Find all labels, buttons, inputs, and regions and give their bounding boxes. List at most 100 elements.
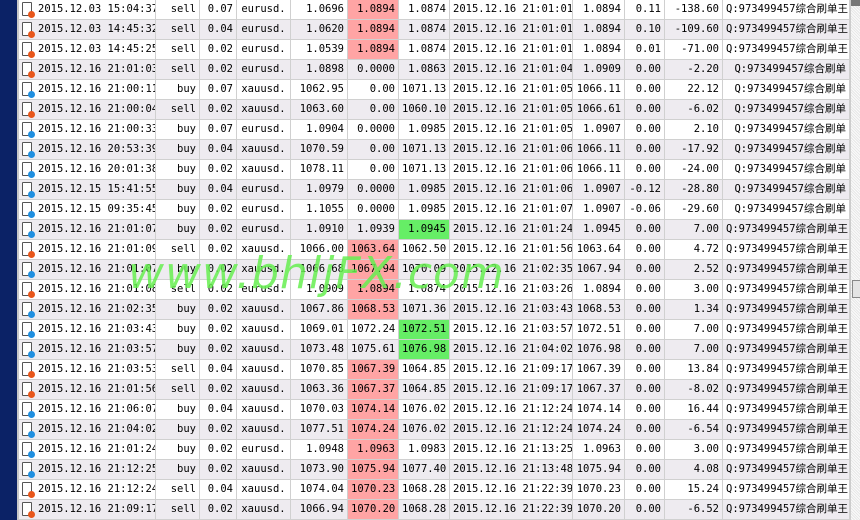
table-row[interactable]: 2015.12.16 21:01:09 sell 0.02 xauusd. 1066.0…	[19, 240, 850, 260]
cell-comment: Q:973499457综合刷单王	[723, 240, 850, 259]
sell-order-icon	[22, 502, 35, 518]
scrollbar-thumb[interactable]	[852, 280, 860, 298]
cell-sl: 0.0000	[348, 200, 399, 219]
cell-symbol: eurusd.	[237, 220, 291, 239]
cell-open-time: 2015.12.16 21:09:17	[19, 500, 156, 519]
cell-commission: 0.00	[625, 320, 665, 339]
table-row[interactable]: 2015.12.16 21:01:56 sell 0.02 xauusd. 1063.3…	[19, 380, 850, 400]
cell-profit: -6.52	[665, 500, 723, 519]
cell-sl: 0.00	[348, 100, 399, 119]
table-row[interactable]: 2015.12.16 21:03:43 buy 0.02 xauusd. 1069.01…	[19, 320, 850, 340]
cell-commission: 0.00	[625, 400, 665, 419]
vertical-scrollbar[interactable]	[850, 0, 860, 520]
table-row[interactable]: 2015.12.16 21:00:11 buy 0.07 xauusd. 1062.95…	[19, 80, 850, 100]
table-row[interactable]: 2015.12.16 21:03:57 buy 0.02 xauusd. 1073.48…	[19, 340, 850, 360]
table-row[interactable]: 2015.12.16 21:01:03 sell 0.02 eurusd. 1.0898…	[19, 60, 850, 80]
order-type-dot-icon	[28, 371, 35, 378]
table-row[interactable]: 2015.12.16 21:01:07 buy 0.02 xauusd. 1066.68…	[19, 260, 850, 280]
cell-price: 1.0539	[291, 40, 348, 59]
buy-order-icon	[22, 342, 35, 358]
cell-profit: 4.72	[665, 240, 723, 259]
table-row[interactable]: 2015.12.03 14:45:32 sell 0.04 eurusd. 1.0620…	[19, 20, 850, 40]
table-row[interactable]: 2015.12.16 20:01:38 buy 0.02 xauusd. 1078.11…	[19, 160, 850, 180]
table-row[interactable]: 2015.12.16 21:09:17 sell 0.02 xauusd. 1066.9…	[19, 500, 850, 520]
cell-profit: -109.60	[665, 20, 723, 39]
order-type-dot-icon	[28, 91, 35, 98]
cell-close-price: 1.0894	[573, 40, 625, 59]
cell-lots: 0.02	[200, 300, 237, 319]
table-row[interactable]: 2015.12.16 21:03:53 sell 0.04 xauusd. 1070.8…	[19, 360, 850, 380]
table-row[interactable]: 2015.12.16 21:12:25 buy 0.02 xauusd. 1073.90…	[19, 460, 850, 480]
table-row[interactable]: 2015.12.16 21:06:07 buy 0.04 xauusd. 1070.03…	[19, 400, 850, 420]
table-row[interactable]: 2015.12.16 21:12:24 sell 0.04 xauusd. 1074.0…	[19, 480, 850, 500]
cell-symbol: xauusd.	[237, 260, 291, 279]
order-type-dot-icon	[28, 411, 35, 418]
cell-close-price: 1.0945	[573, 220, 625, 239]
cell-profit: 2.52	[665, 260, 723, 279]
cell-comment: Q:973499457综合刷单	[723, 140, 850, 159]
cell-close-price: 1074.14	[573, 400, 625, 419]
cell-open-time: 2015.12.15 15:41:55	[19, 180, 156, 199]
table-row[interactable]: 2015.12.16 20:53:39 buy 0.04 xauusd. 1070.59…	[19, 140, 850, 160]
cell-open-time: 2015.12.16 21:02:35	[19, 300, 156, 319]
buy-order-icon	[22, 182, 35, 198]
cell-type: buy	[156, 140, 200, 159]
table-row[interactable]: 2015.12.16 21:01:08 sell 0.02 eurusd. 1.0909…	[19, 280, 850, 300]
cell-tp: 1.0985	[399, 120, 450, 139]
cell-lots: 0.04	[200, 180, 237, 199]
table-row[interactable]: 2015.12.16 21:01:24 buy 0.02 eurusd. 1.0948 1…	[19, 440, 850, 460]
order-type-dot-icon	[28, 351, 35, 358]
order-type-dot-icon	[28, 311, 35, 318]
cell-comment: Q:973499457综合刷单王	[723, 40, 850, 59]
table-row[interactable]: 2015.12.16 21:02:35 buy 0.02 xauusd. 1067.86…	[19, 300, 850, 320]
cell-price: 1074.04	[291, 480, 348, 499]
table-row[interactable]: 2015.12.15 15:41:55 buy 0.04 eurusd. 1.0979 0…	[19, 180, 850, 200]
cell-comment: Q:973499457综合刷单	[723, 120, 850, 139]
cell-open-time: 2015.12.16 20:53:39	[19, 140, 156, 159]
cell-lots: 0.04	[200, 140, 237, 159]
cell-commission: 0.01	[625, 40, 665, 59]
cell-sl: 1.0894	[348, 20, 399, 39]
cell-type: buy	[156, 200, 200, 219]
table-row[interactable]: 2015.12.16 21:00:33 buy 0.07 eurusd. 1.0904 0…	[19, 120, 850, 140]
cell-sl: 0.0000	[348, 180, 399, 199]
cell-price: 1.0696	[291, 0, 348, 19]
cell-type: sell	[156, 240, 200, 259]
order-type-dot-icon	[28, 71, 35, 78]
cell-close-price: 1063.64	[573, 240, 625, 259]
cell-close-price: 1068.53	[573, 300, 625, 319]
table-row[interactable]: 2015.12.15 09:35:45 buy 0.02 eurusd. 1.1055 0…	[19, 200, 850, 220]
cell-tp: 1072.51	[399, 320, 450, 339]
cell-type: buy	[156, 440, 200, 459]
cell-close-time: 2015.12.16 21:01:56	[450, 240, 573, 259]
buy-order-icon	[22, 302, 35, 318]
cell-comment: Q:973499457综合刷单王	[723, 460, 850, 479]
cell-price: 1066.94	[291, 500, 348, 519]
order-type-dot-icon	[28, 511, 35, 518]
cell-close-time: 2015.12.16 21:04:02	[450, 340, 573, 359]
cell-type: buy	[156, 320, 200, 339]
cell-sl: 1067.39	[348, 360, 399, 379]
table-row[interactable]: 2015.12.16 21:01:07 buy 0.02 eurusd. 1.0910 1…	[19, 220, 850, 240]
table-row[interactable]: 2015.12.03 14:45:25 sell 0.02 eurusd. 1.0539…	[19, 40, 850, 60]
cell-comment: Q:973499457综合刷单王	[723, 500, 850, 519]
cell-price: 1.0909	[291, 280, 348, 299]
buy-order-icon	[22, 122, 35, 138]
cell-sl: 0.00	[348, 80, 399, 99]
cell-symbol: xauusd.	[237, 340, 291, 359]
table-row[interactable]: 2015.12.16 21:04:02 buy 0.02 xauusd. 1077.51…	[19, 420, 850, 440]
cell-lots: 0.02	[200, 280, 237, 299]
cell-sl: 1.0894	[348, 40, 399, 59]
sell-order-icon	[22, 382, 35, 398]
cell-open-time: 2015.12.16 21:01:56	[19, 380, 156, 399]
table-row[interactable]: 2015.12.03 15:04:37 sell 0.07 eurusd. 1.0696…	[19, 0, 850, 20]
cell-commission: 0.00	[625, 480, 665, 499]
cell-close-time: 2015.12.16 21:01:05	[450, 120, 573, 139]
cell-close-price: 1066.11	[573, 160, 625, 179]
cell-commission: 0.00	[625, 500, 665, 519]
buy-order-icon	[22, 422, 35, 438]
table-row[interactable]: 2015.12.16 21:00:04 sell 0.02 xauusd. 1063.6…	[19, 100, 850, 120]
cell-symbol: xauusd.	[237, 380, 291, 399]
cell-tp: 1.0874	[399, 0, 450, 19]
cell-symbol: eurusd.	[237, 280, 291, 299]
